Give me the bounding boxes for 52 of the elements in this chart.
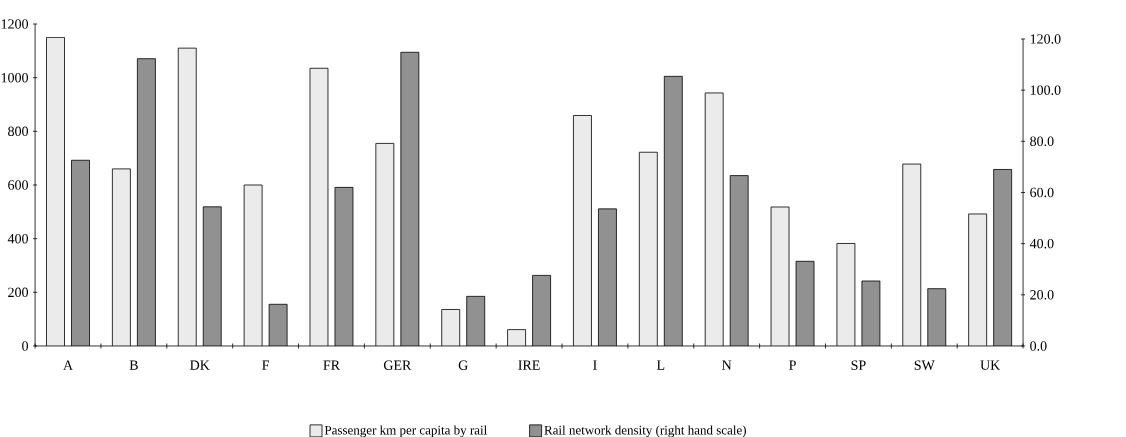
- y-tick-label: 800: [8, 126, 29, 137]
- bar: [664, 76, 683, 346]
- bar: [466, 296, 485, 346]
- y2-tick-label: 80.0: [1030, 136, 1054, 147]
- bar: [532, 275, 551, 346]
- bar: [573, 115, 592, 346]
- y2-tick-label: 40.0: [1029, 238, 1054, 249]
- bar: [137, 58, 156, 346]
- bar: [993, 169, 1013, 346]
- y2-tick-label: 0.0: [1030, 341, 1047, 351]
- bar: [400, 52, 419, 346]
- x-tick-label: N: [722, 360, 732, 370]
- y-tick-label: 600: [8, 180, 29, 190]
- x-tick-label: B: [129, 360, 138, 370]
- y2-tick-label: 100.0: [1030, 85, 1061, 95]
- bar: [441, 309, 460, 346]
- x-tick-label: SW: [914, 360, 935, 371]
- y2-tick-label: 120.0: [1030, 34, 1061, 44]
- bar: [71, 160, 90, 346]
- bar: [375, 143, 394, 346]
- x-tick-label: SP: [851, 360, 866, 370]
- y-tick-label: 400: [7, 233, 29, 244]
- x-tick-label: G: [458, 360, 468, 370]
- bar: [203, 206, 222, 346]
- bar: [730, 175, 749, 346]
- x-tick-label: DK: [190, 360, 210, 370]
- bar: [178, 48, 197, 346]
- x-tick-label: P: [789, 360, 796, 370]
- bar: [639, 152, 658, 346]
- x-tick-label: I: [593, 360, 597, 370]
- x-tick-label: FR: [323, 360, 341, 370]
- legend-label: Rail network density (right hand scale): [544, 425, 746, 437]
- bar: [968, 213, 988, 346]
- y2-tick-label: 60.0: [1030, 187, 1054, 198]
- x-tick-label: A: [63, 360, 73, 370]
- bar: [112, 168, 131, 346]
- bar: [598, 208, 617, 346]
- bar: [902, 164, 921, 346]
- y-tick-label: 200: [8, 287, 29, 298]
- x-tick-label: F: [262, 360, 269, 370]
- x-tick-label: UK: [980, 360, 1001, 370]
- bar: [705, 92, 724, 346]
- bar: [927, 288, 946, 346]
- x-tick-label: IRE: [518, 360, 540, 370]
- legend-label: Passenger km per capita by rail: [324, 425, 487, 437]
- y-tick-label: 1200: [1, 19, 29, 29]
- x-tick-label: GER: [383, 360, 412, 370]
- bar: [46, 37, 65, 346]
- y-tick-label: 1000: [1, 72, 29, 83]
- x-tick-label: L: [656, 360, 665, 370]
- y2-tick-label: 20.0: [1030, 290, 1054, 300]
- y-tick-label: 0: [22, 341, 29, 351]
